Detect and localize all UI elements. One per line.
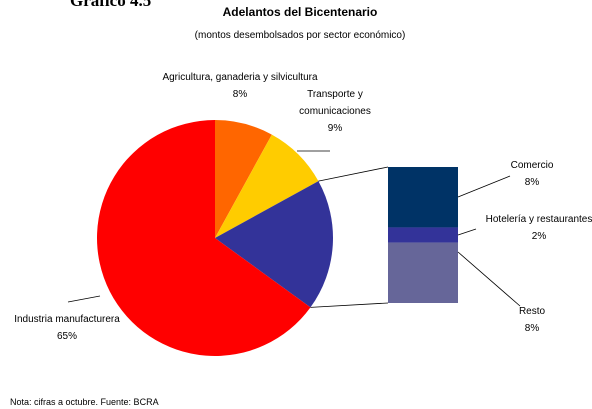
chart-subtitle: (montos desembolsados por sector económi…	[194, 30, 406, 41]
connector	[318, 166, 389, 182]
slice-label: Resto	[518, 306, 546, 317]
slice-label: Transporte y comunicaciones	[299, 89, 371, 117]
pie-slice	[215, 134, 319, 238]
value-label: 8%	[524, 177, 540, 188]
pie-slice	[215, 181, 333, 308]
slice-label: Industria manufacturera	[14, 314, 120, 325]
value-label: 2%	[531, 231, 547, 242]
value-label: 8%	[232, 89, 248, 100]
pie-slice	[215, 120, 272, 238]
leader-line	[457, 228, 477, 236]
value-label: 9%	[327, 123, 343, 134]
bar-segment	[388, 227, 458, 243]
slice-label: Hotelería y restaurantes	[485, 214, 592, 225]
value-label: 65%	[56, 331, 77, 342]
note: Nota: cifras a octubre. Fuente: BCRA	[10, 397, 159, 407]
value-label: 8%	[524, 323, 540, 334]
bar-segment	[388, 167, 458, 228]
chart-title: Adelantos del Bicentenario	[222, 5, 378, 19]
leader-line	[457, 175, 511, 198]
pie-slice	[97, 120, 311, 356]
leader-line	[457, 251, 521, 307]
bar-segment	[388, 242, 458, 303]
leader-line	[67, 295, 101, 303]
connector	[310, 302, 389, 308]
slice-label: Agricultura, ganaderia y silvicultura	[162, 72, 318, 83]
slice-label: Comercio	[510, 160, 554, 171]
header: Gráfico 4.5	[70, 0, 152, 10]
